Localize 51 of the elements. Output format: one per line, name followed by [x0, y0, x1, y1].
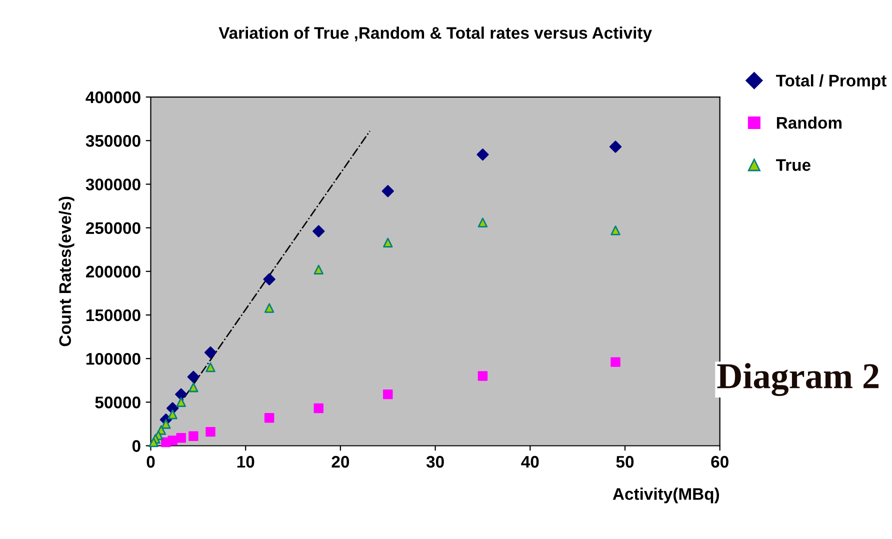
annotation: Diagram 2 — [717, 363, 879, 396]
y-tick-label: 250000 — [86, 222, 140, 234]
point — [206, 362, 216, 372]
point — [478, 371, 488, 381]
point — [176, 397, 186, 408]
y-tick-label: 400000 — [86, 91, 140, 104]
point — [264, 412, 274, 423]
x-tick-label: 60 — [711, 456, 728, 468]
y-tick-label: 150000 — [86, 309, 140, 322]
y-axis-title: Count Rates(eve/s) — [58, 196, 74, 346]
point — [168, 410, 178, 420]
point — [312, 225, 325, 238]
x-tick-label: 40 — [521, 456, 539, 468]
x-axis-title: Activity(MBq) — [612, 488, 720, 504]
point — [478, 218, 488, 228]
point — [610, 357, 620, 367]
point — [187, 370, 200, 383]
point — [175, 388, 188, 400]
point — [264, 303, 274, 313]
point — [314, 403, 324, 414]
x-tick-label: 0 — [146, 456, 155, 468]
point — [314, 264, 324, 275]
point — [383, 389, 393, 400]
y-tick-label: 350000 — [86, 135, 140, 147]
y-tick-label: 50000 — [95, 396, 140, 408]
point — [188, 431, 198, 442]
point — [188, 382, 198, 392]
x-tick-label: 50 — [616, 456, 634, 468]
point — [176, 433, 186, 443]
y-tick-label: 100000 — [86, 352, 140, 365]
legend-label: Random — [776, 116, 842, 129]
point — [610, 226, 620, 236]
point — [382, 185, 394, 198]
x-tick-label: 10 — [237, 456, 254, 468]
y-tick-label: 200000 — [86, 266, 140, 278]
point — [383, 238, 393, 248]
legend-label: Total / Prompt — [776, 74, 886, 90]
point — [161, 419, 171, 429]
y-tick-label: 0 — [132, 440, 140, 452]
legend-label: True — [776, 159, 810, 171]
x-tick-label: 20 — [332, 456, 350, 468]
point — [204, 346, 217, 359]
point — [476, 148, 489, 161]
x-tick-label: 30 — [426, 456, 444, 468]
y-tick-label: 300000 — [86, 178, 140, 190]
point — [148, 437, 158, 448]
point — [263, 273, 276, 286]
chart-title: Variation of True ,Random & Total rates versus Activity — [218, 26, 652, 42]
point — [161, 437, 171, 448]
point — [206, 426, 216, 437]
point — [609, 140, 622, 153]
